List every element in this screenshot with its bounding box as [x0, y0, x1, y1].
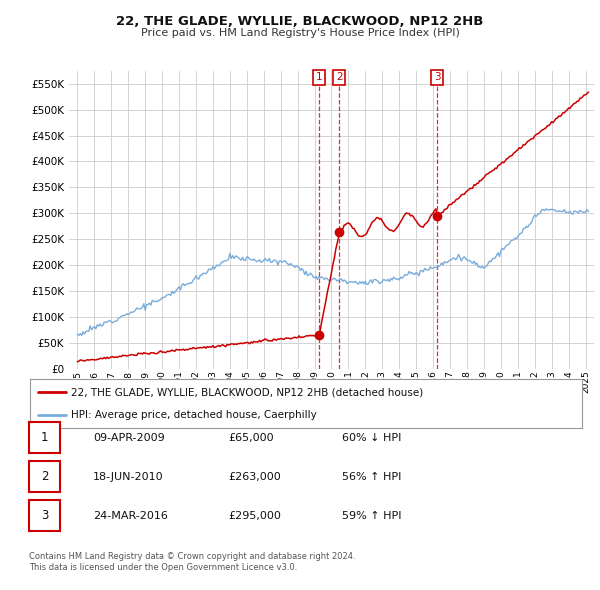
- Text: Contains HM Land Registry data © Crown copyright and database right 2024.
This d: Contains HM Land Registry data © Crown c…: [29, 552, 355, 572]
- Text: 22, THE GLADE, WYLLIE, BLACKWOOD, NP12 2HB: 22, THE GLADE, WYLLIE, BLACKWOOD, NP12 2…: [116, 15, 484, 28]
- Text: 3: 3: [41, 509, 48, 522]
- Text: HPI: Average price, detached house, Caerphilly: HPI: Average price, detached house, Caer…: [71, 409, 317, 419]
- Text: £263,000: £263,000: [228, 472, 281, 481]
- Text: £65,000: £65,000: [228, 433, 274, 442]
- Text: Price paid vs. HM Land Registry's House Price Index (HPI): Price paid vs. HM Land Registry's House …: [140, 28, 460, 38]
- Text: 1: 1: [316, 73, 322, 82]
- Text: 56% ↑ HPI: 56% ↑ HPI: [342, 472, 401, 481]
- Text: 2: 2: [41, 470, 48, 483]
- Text: 1: 1: [41, 431, 48, 444]
- Text: 22, THE GLADE, WYLLIE, BLACKWOOD, NP12 2HB (detached house): 22, THE GLADE, WYLLIE, BLACKWOOD, NP12 2…: [71, 388, 424, 398]
- Text: 24-MAR-2016: 24-MAR-2016: [93, 511, 168, 520]
- Text: 09-APR-2009: 09-APR-2009: [93, 433, 165, 442]
- Text: 3: 3: [434, 73, 440, 82]
- Text: 59% ↑ HPI: 59% ↑ HPI: [342, 511, 401, 520]
- Text: 60% ↓ HPI: 60% ↓ HPI: [342, 433, 401, 442]
- Text: 18-JUN-2010: 18-JUN-2010: [93, 472, 164, 481]
- Text: £295,000: £295,000: [228, 511, 281, 520]
- Text: 2: 2: [336, 73, 343, 82]
